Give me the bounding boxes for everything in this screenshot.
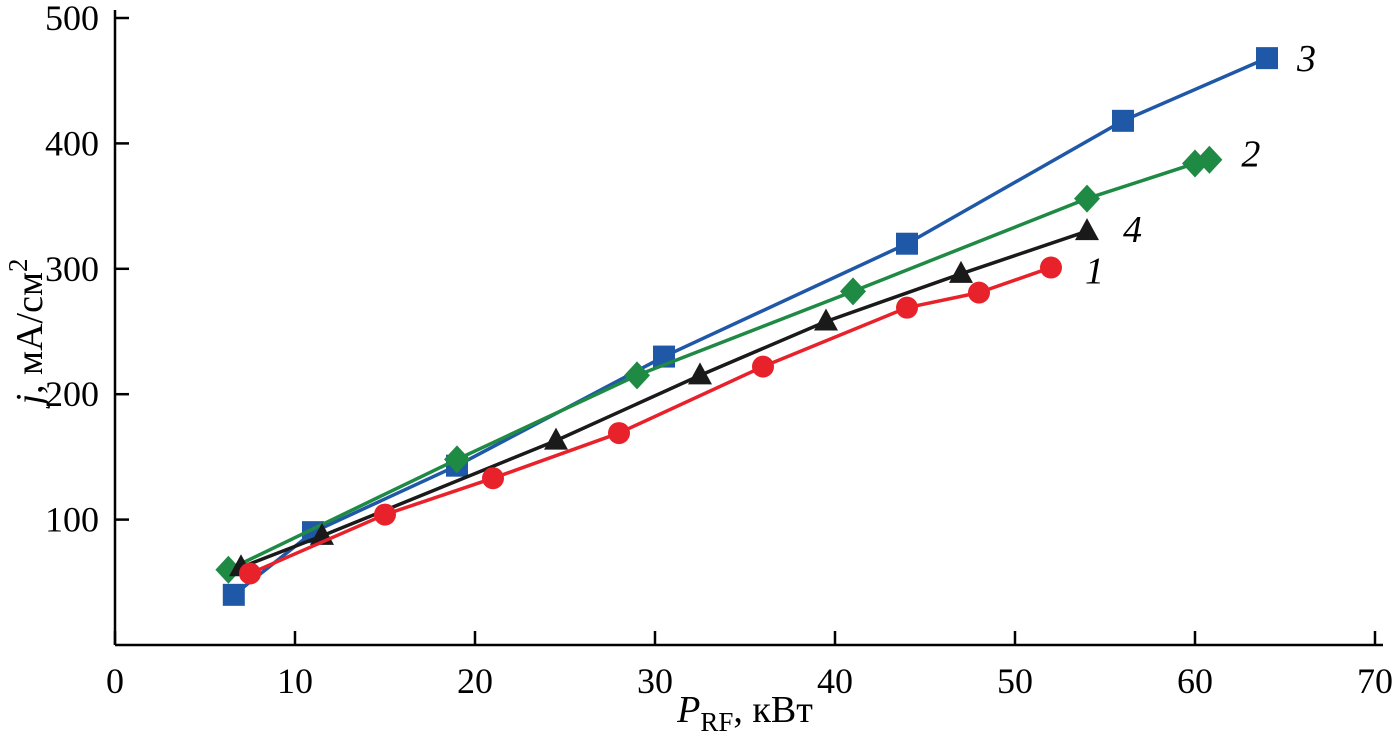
circle-marker — [1040, 256, 1062, 279]
triangle-marker — [949, 260, 973, 283]
diamond-marker — [1196, 145, 1223, 174]
square-marker — [896, 232, 918, 255]
square-marker — [222, 583, 245, 606]
x-tick-label: 40 — [817, 661, 853, 701]
series-2-line — [226, 157, 1212, 572]
triangle-marker — [1075, 218, 1099, 241]
series-1-line — [248, 265, 1053, 576]
series-1-label: 1 — [1085, 251, 1104, 293]
diamond-marker — [1074, 184, 1100, 213]
triangle-marker — [814, 308, 838, 331]
series-4: 4 — [229, 209, 1142, 577]
x-tick-label: 60 — [1177, 661, 1213, 701]
circle-marker — [752, 355, 774, 378]
y-tick-label: 500 — [45, 0, 99, 38]
circle-marker — [482, 467, 504, 490]
triangle-marker — [544, 427, 568, 450]
series-3-label: 3 — [1296, 38, 1316, 80]
series-4-label: 4 — [1123, 209, 1142, 251]
x-tick-label: 20 — [457, 661, 493, 701]
triangle-marker — [688, 362, 712, 385]
y-axis-title: j, мА/см2 — [3, 258, 51, 409]
series-3: 3 — [222, 38, 1316, 606]
square-marker — [1112, 109, 1134, 132]
axes: 0 10 20 30 40 50 60 70 100 200 300 400 500 — [45, 0, 1393, 701]
circle-marker — [608, 422, 630, 445]
diamond-marker — [215, 555, 242, 584]
y-tick-label: 100 — [45, 500, 99, 540]
x-tick-label: 10 — [277, 661, 313, 701]
x-tick-label: 50 — [997, 661, 1033, 701]
x-tick-label: 30 — [637, 661, 673, 701]
x-tick-label: 0 — [106, 661, 124, 701]
series-2-label: 2 — [1241, 134, 1260, 176]
square-marker — [1256, 47, 1278, 70]
x-tick-label: 70 — [1357, 661, 1393, 701]
diamond-marker — [840, 277, 866, 306]
y-tick-label: 200 — [45, 374, 99, 414]
series-1: 1 — [239, 251, 1104, 585]
circle-marker — [896, 296, 918, 319]
diamond-marker — [444, 445, 470, 474]
circle-marker — [374, 503, 396, 526]
y-tick-label: 400 — [45, 123, 99, 163]
diamond-marker — [624, 361, 650, 390]
circle-marker — [968, 281, 990, 304]
x-axis-title: PRF, кВт — [676, 689, 813, 737]
circle-marker — [239, 562, 261, 585]
y-tick-label: 300 — [45, 249, 99, 289]
series-2: 2 — [215, 134, 1260, 584]
